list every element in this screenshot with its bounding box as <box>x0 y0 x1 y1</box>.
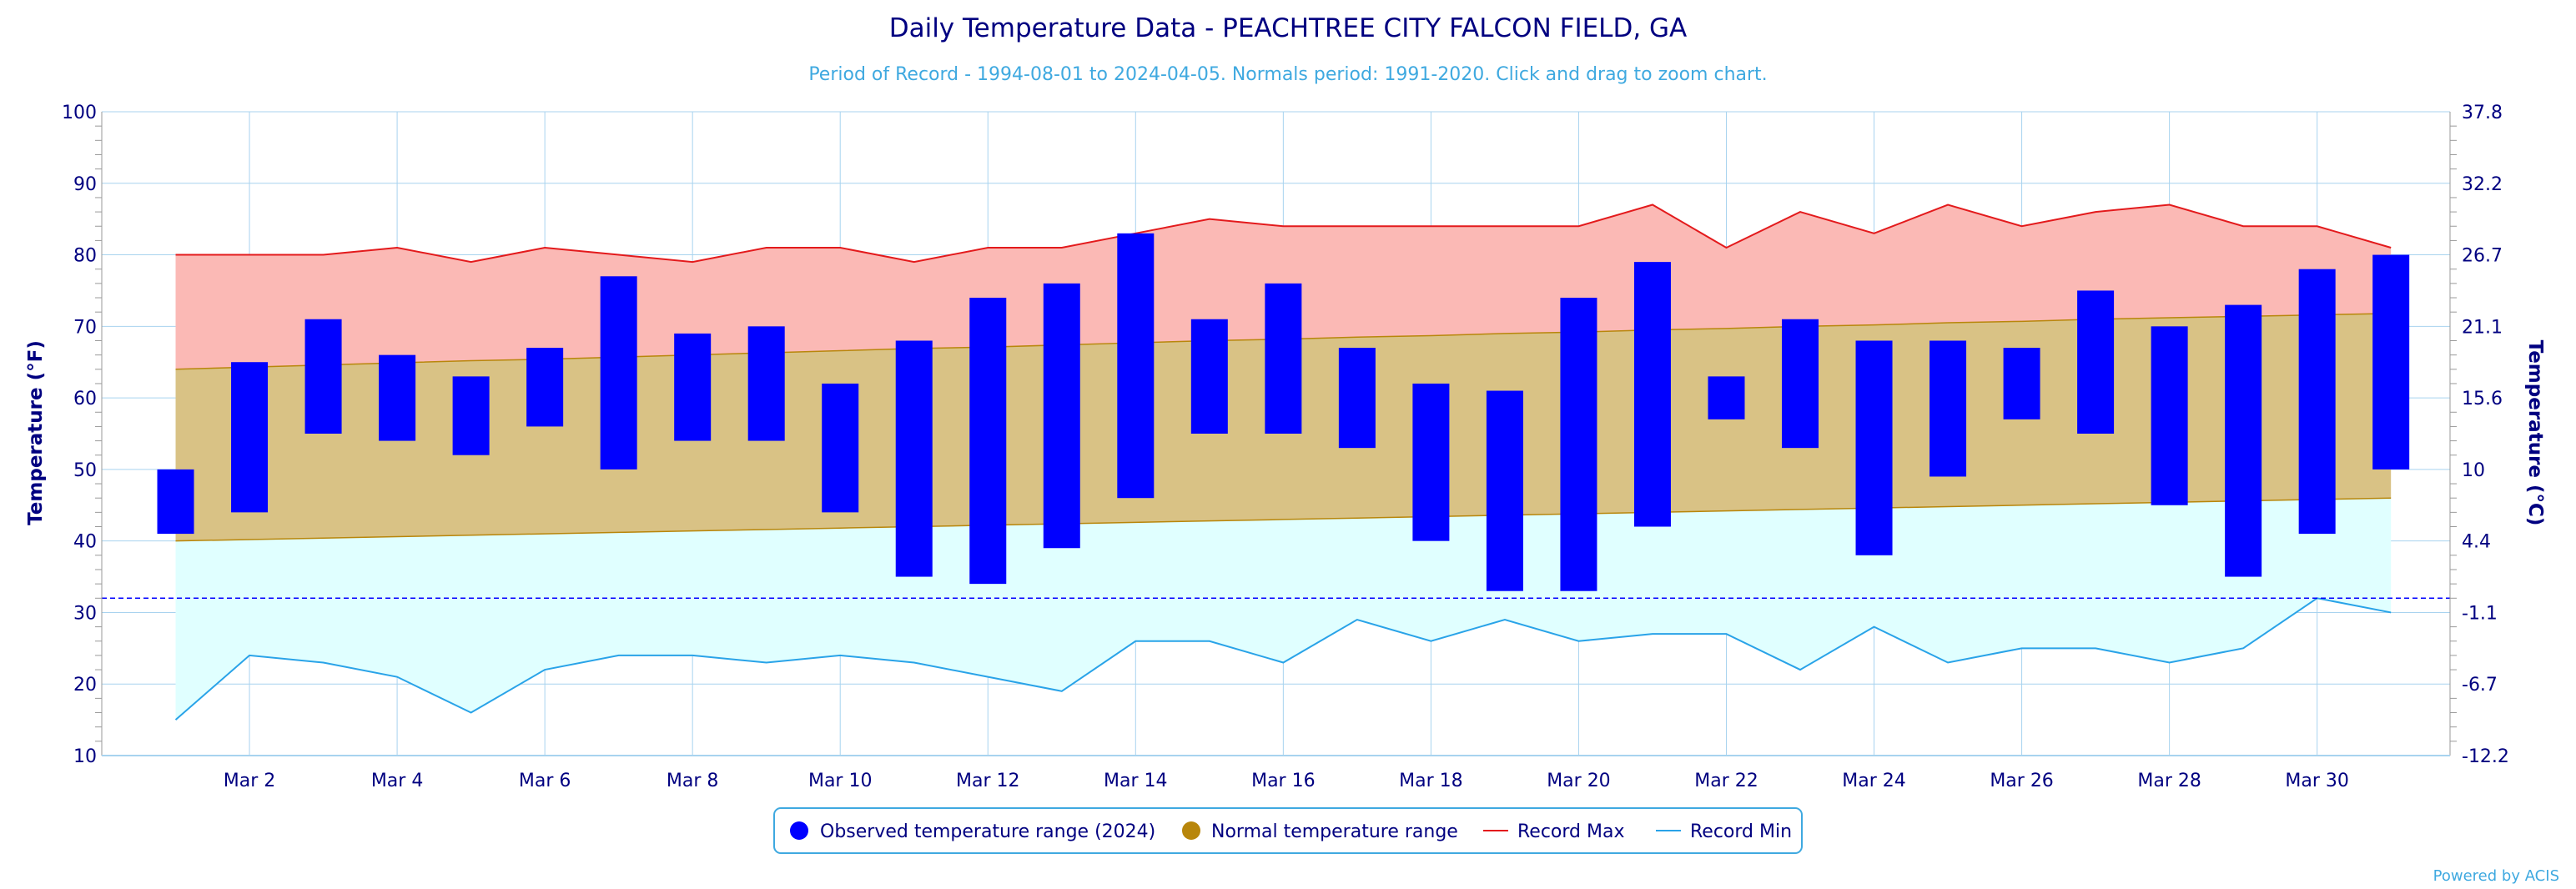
x-tick-label: Mar 16 <box>1251 771 1316 791</box>
x-tick-label: Mar 18 <box>1399 771 1463 791</box>
y-tick-label-right: 21.1 <box>2462 317 2503 338</box>
observed-bar-mar-6[interactable] <box>526 348 564 427</box>
y-tick-label-left: 10 <box>73 746 97 767</box>
observed-bar-mar-27[interactable] <box>2077 290 2115 434</box>
observed-bar-mar-17[interactable] <box>1338 348 1376 449</box>
observed-bar-mar-23[interactable] <box>1782 319 1819 449</box>
legend-item-normal[interactable]: Normal temperature range <box>1182 821 1458 842</box>
legend-record-min-label: Record Min <box>1690 821 1792 842</box>
observed-bar-mar-25[interactable] <box>1929 340 1967 477</box>
x-tick-label: Mar 4 <box>371 771 424 791</box>
observed-bar-mar-7[interactable] <box>600 276 637 470</box>
observed-bars[interactable] <box>157 233 2410 591</box>
observed-bar-mar-22[interactable] <box>1708 376 1745 419</box>
y-tick-label-right: 15.6 <box>2462 389 2503 409</box>
observed-bar-mar-2[interactable] <box>231 362 269 513</box>
y-tick-label-right: 32.2 <box>2462 174 2503 195</box>
y-tick-label-right: 10 <box>2462 460 2485 481</box>
y-tick-label-left: 60 <box>73 389 97 409</box>
y-tick-label-left: 70 <box>73 317 97 338</box>
x-tick-label: Mar 22 <box>1694 771 1758 791</box>
legend-box <box>773 807 1803 854</box>
observed-bar-mar-21[interactable] <box>1633 262 1671 527</box>
observed-bar-mar-5[interactable] <box>452 376 490 455</box>
observed-bar-mar-20[interactable] <box>1560 298 1597 591</box>
y-tick-label-left: 50 <box>73 460 97 481</box>
observed-bar-mar-15[interactable] <box>1190 319 1228 434</box>
observed-bar-mar-4[interactable] <box>379 354 416 441</box>
y-tick-label-right: -12.2 <box>2462 746 2509 767</box>
y-tick-label-left: 30 <box>73 603 97 624</box>
x-tick-label: Mar 2 <box>224 771 276 791</box>
y-tick-label-right: 4.4 <box>2462 532 2491 553</box>
chart-subtitle: Period of Record - 1994-08-01 to 2024-04… <box>808 64 1767 85</box>
record-min-area <box>175 498 2392 721</box>
x-tick-label: Mar 20 <box>1547 771 1611 791</box>
observed-bar-mar-11[interactable] <box>895 340 933 577</box>
y-tick-label-left: 40 <box>73 532 97 553</box>
y-tick-label-right: 37.8 <box>2462 103 2503 123</box>
y-tick-label-left: 20 <box>73 675 97 696</box>
observed-bar-mar-19[interactable] <box>1486 390 1523 591</box>
x-tick-label: Mar 28 <box>2137 771 2201 791</box>
y-axis-label-left: Temperature (°F) <box>25 340 47 525</box>
observed-bar-mar-12[interactable] <box>969 298 1007 585</box>
axes: 10 -12.2 20 -6.7 30 -1.1 40 4.4 50 10 60 15.6 70 21.1… <box>62 103 2509 791</box>
x-tick-label: Mar 26 <box>1990 771 2054 791</box>
observed-bar-mar-14[interactable] <box>1117 233 1155 499</box>
observed-bar-mar-16[interactable] <box>1265 283 1302 434</box>
legend-normal-label: Normal temperature range <box>1211 821 1458 842</box>
x-tick-label: Mar 24 <box>1842 771 1906 791</box>
legend[interactable]: Observed temperature range (2024) Normal… <box>773 807 1803 854</box>
observed-bar-mar-29[interactable] <box>2225 304 2262 577</box>
observed-bar-mar-28[interactable] <box>2151 326 2188 505</box>
x-tick-label: Mar 8 <box>667 771 719 791</box>
legend-item-record-max[interactable]: Record Max <box>1483 821 1625 842</box>
observed-bar-mar-9[interactable] <box>747 326 785 441</box>
observed-bar-mar-18[interactable] <box>1412 383 1450 541</box>
x-tick-label: Mar 14 <box>1104 771 1168 791</box>
legend-observed-marker <box>790 821 808 840</box>
y-tick-label-right: -1.1 <box>2462 603 2498 624</box>
observed-bar-mar-26[interactable] <box>2003 348 2040 419</box>
legend-item-observed[interactable]: Observed temperature range (2024) <box>790 821 1155 842</box>
legend-observed-label: Observed temperature range (2024) <box>820 821 1155 842</box>
range-areas <box>175 204 2392 721</box>
observed-bar-mar-13[interactable] <box>1043 283 1080 549</box>
record-max-line <box>175 203 2392 264</box>
y-tick-label-left: 90 <box>73 174 97 195</box>
y-tick-label-left: 80 <box>73 246 97 267</box>
legend-record-max-label: Record Max <box>1517 821 1625 842</box>
legend-item-record-min[interactable]: Record Min <box>1656 821 1792 842</box>
credit-link[interactable]: Powered by ACIS <box>2433 867 2559 885</box>
normal-min-line <box>175 497 2392 542</box>
observed-bar-mar-3[interactable] <box>304 319 342 434</box>
record-min-line <box>174 597 2392 721</box>
observed-bar-mar-31[interactable] <box>2372 254 2410 470</box>
y-tick-label-right: 26.7 <box>2462 246 2503 267</box>
y-axis-label-right: Temperature (°C) <box>2524 340 2546 526</box>
observed-bar-mar-10[interactable] <box>822 383 859 513</box>
x-tick-label: Mar 30 <box>2285 771 2349 791</box>
chart-title: Daily Temperature Data - PEACHTREE CITY … <box>889 13 1688 43</box>
observed-bar-mar-1[interactable] <box>157 469 194 535</box>
observed-bar-mar-30[interactable] <box>2298 269 2336 535</box>
y-tick-label-left: 100 <box>62 103 97 123</box>
x-tick-label: Mar 12 <box>956 771 1020 791</box>
x-tick-label: Mar 10 <box>808 771 873 791</box>
legend-normal-marker <box>1182 821 1200 840</box>
x-tick-label: Mar 6 <box>519 771 571 791</box>
y-tick-label-right: -6.7 <box>2462 675 2498 696</box>
observed-bar-mar-24[interactable] <box>1855 340 1893 555</box>
observed-bar-mar-8[interactable] <box>674 333 712 441</box>
